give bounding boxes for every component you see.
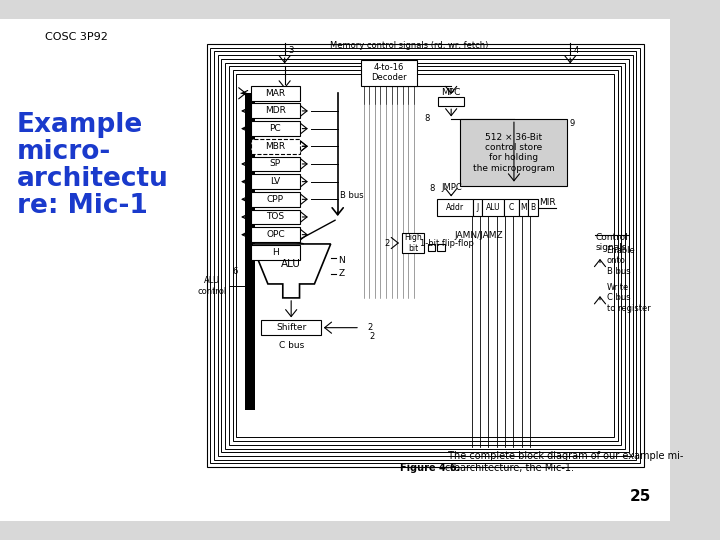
- Bar: [225, 63, 625, 449]
- Bar: [251, 139, 300, 154]
- Text: LV: LV: [270, 177, 280, 186]
- Text: ALU: ALU: [486, 203, 500, 212]
- Bar: [461, 119, 567, 186]
- Bar: [251, 174, 300, 189]
- Bar: [402, 233, 424, 253]
- Text: High
bit: High bit: [404, 233, 422, 253]
- Bar: [251, 245, 300, 260]
- Text: PC: PC: [269, 124, 282, 133]
- Bar: [207, 44, 644, 467]
- Text: 2: 2: [384, 239, 390, 247]
- Text: 6: 6: [233, 267, 238, 276]
- Text: OPC: OPC: [266, 230, 284, 239]
- Bar: [361, 60, 417, 86]
- Bar: [261, 320, 321, 335]
- Text: The complete block diagram of our example mi-
croarchitecture, the Mic-1.: The complete block diagram of our exampl…: [445, 451, 683, 473]
- Text: H: H: [272, 248, 279, 257]
- Bar: [519, 199, 528, 216]
- Bar: [504, 199, 519, 216]
- Bar: [251, 86, 300, 100]
- Bar: [214, 51, 636, 460]
- Text: Shifter: Shifter: [276, 323, 306, 332]
- Text: SP: SP: [270, 159, 281, 168]
- Text: 2: 2: [369, 333, 374, 341]
- Bar: [251, 121, 300, 136]
- Text: MIR: MIR: [539, 198, 556, 207]
- Bar: [236, 74, 614, 437]
- Text: TOS: TOS: [266, 212, 284, 221]
- Bar: [472, 199, 482, 216]
- Text: ALU
control: ALU control: [197, 276, 227, 295]
- Text: Enable
onto
B bus: Enable onto B bus: [606, 246, 635, 275]
- Text: MAR: MAR: [265, 89, 285, 98]
- Text: 4-to-16
Decoder: 4-to-16 Decoder: [371, 63, 407, 83]
- Text: Example
micro-
architectu
re: Mic-1: Example micro- architectu re: Mic-1: [17, 112, 168, 219]
- Text: 8: 8: [424, 114, 430, 123]
- Bar: [251, 157, 300, 171]
- Bar: [233, 70, 618, 441]
- Text: Figure 4-6.: Figure 4-6.: [400, 463, 460, 473]
- Bar: [437, 244, 445, 252]
- Text: C bus: C bus: [279, 341, 304, 350]
- Bar: [221, 59, 629, 453]
- Text: B: B: [531, 203, 536, 212]
- Text: ALU: ALU: [282, 259, 301, 269]
- Text: Addr: Addr: [446, 203, 464, 212]
- Text: COSC 3P92: COSC 3P92: [45, 32, 107, 42]
- Text: 1-bit flip-flop: 1-bit flip-flop: [420, 239, 474, 247]
- Text: JMPC: JMPC: [442, 183, 463, 192]
- Bar: [251, 192, 300, 207]
- Text: 4: 4: [574, 46, 579, 55]
- Text: JAMN/JAMZ: JAMN/JAMZ: [455, 231, 503, 240]
- Bar: [251, 104, 300, 118]
- Text: 8: 8: [429, 184, 434, 193]
- Text: 512 × 36-Bit
control store
for holding
the microprogram: 512 × 36-Bit control store for holding t…: [473, 133, 555, 173]
- Bar: [428, 244, 436, 252]
- Text: Write
C bus
to register: Write C bus to register: [606, 283, 650, 313]
- Text: MPC: MPC: [441, 88, 461, 97]
- Text: 25: 25: [630, 489, 651, 504]
- Bar: [528, 199, 538, 216]
- Text: J: J: [476, 203, 478, 212]
- Text: Z: Z: [338, 269, 344, 278]
- Text: MBR: MBR: [265, 142, 285, 151]
- Text: 2: 2: [367, 323, 373, 332]
- Text: 9: 9: [570, 119, 575, 129]
- Text: 3: 3: [289, 46, 294, 55]
- Bar: [251, 227, 300, 242]
- FancyBboxPatch shape: [0, 14, 675, 526]
- Text: Memory control signals (rd, wr, fetch): Memory control signals (rd, wr, fetch): [330, 41, 488, 50]
- Text: Control
signals: Control signals: [595, 233, 628, 252]
- Bar: [437, 199, 472, 216]
- Text: M: M: [521, 203, 527, 212]
- Polygon shape: [251, 244, 330, 298]
- Bar: [217, 55, 633, 456]
- Bar: [438, 97, 464, 106]
- Bar: [482, 199, 504, 216]
- Text: N: N: [338, 256, 345, 265]
- Bar: [245, 93, 255, 409]
- Bar: [251, 210, 300, 225]
- Text: C: C: [509, 203, 514, 212]
- Text: MDR: MDR: [265, 106, 286, 116]
- Bar: [229, 66, 621, 445]
- Text: CPP: CPP: [267, 195, 284, 204]
- Bar: [210, 48, 640, 463]
- Text: B bus: B bus: [341, 191, 364, 200]
